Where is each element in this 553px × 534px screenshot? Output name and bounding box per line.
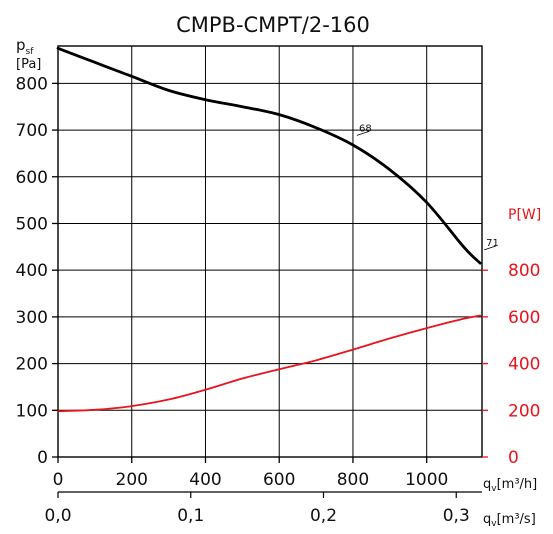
series-lines [56,46,482,413]
grid [58,46,482,457]
right-tick-label-4: 800 [508,261,540,281]
annotation-leader-0 [356,131,370,136]
left-axis-label: psf [16,36,34,57]
left-tick-label-7: 700 [16,121,48,141]
left-tick-label-2: 200 [16,355,48,375]
x2-tick-label-1: 0,1 [177,506,204,526]
x2-tick-label-2: 0,2 [310,506,337,526]
annotation-label-0: 68 [359,123,372,134]
right-axis-label: P[W] [508,207,541,223]
plot-frame [57,45,483,458]
x-tick-label-5: 1000 [405,470,448,490]
x2-axis-label-sub: v [491,519,497,529]
right-tick-label-3: 600 [508,308,540,328]
right-tick-label-0: 0 [508,448,519,468]
x-axis-ticks: 0 200 400 600 800 1000 [53,457,448,490]
x-tick-label-1: 200 [116,470,148,490]
x-tick-label-3: 600 [263,470,295,490]
left-tick-label-5: 500 [16,214,48,234]
x-tick-label-4: 800 [337,470,369,490]
left-axis-ticks: 0 100 200 300 400 500 600 700 800 [16,74,58,468]
right-tick-label-1: 200 [508,401,540,421]
secondary-x-axis-ticks: 0,0 0,1 0,2 0,3 [44,491,482,526]
left-tick-label-1: 100 [16,401,48,421]
annotation-label-1: 71 [486,238,499,249]
right-tick-label-2: 400 [508,355,540,375]
x-axis-label: qv[m³/h] [483,477,537,494]
left-axis-label-main: p [16,36,26,54]
right-axis-ticks: 0 200 400 600 800 [482,261,540,468]
x-tick-label-2: 400 [189,470,221,490]
left-tick-label-3: 300 [16,308,48,328]
left-axis-unit: [Pa] [16,57,41,72]
x-tick-label-0: 0 [53,470,64,490]
x-axis-label-unit: [m³/h] [497,477,538,492]
left-tick-label-8: 800 [16,74,48,94]
x2-axis-label-unit: [m³/s] [497,512,536,527]
x2-tick-label-3: 0,3 [443,506,470,526]
pressure-curve-0 [56,46,482,265]
left-tick-label-6: 600 [16,168,48,188]
annotation-leader-1 [484,245,497,251]
x2-axis-label-main: q [483,512,491,527]
chart-title: CMPB-CMPT/2-160 [176,13,370,37]
x-axis-label-sub: v [491,484,497,494]
x2-tick-label-0: 0,0 [44,506,71,526]
left-tick-label-4: 400 [16,261,48,281]
left-axis-label-sub: sf [26,47,35,57]
x-axis-label-main: q [483,477,491,492]
curve-annotations: 68 71 [356,123,499,251]
left-tick-label-0: 0 [37,448,48,468]
power-curve-1 [57,314,482,413]
x2-axis-label: qv[m³/s] [483,512,536,529]
